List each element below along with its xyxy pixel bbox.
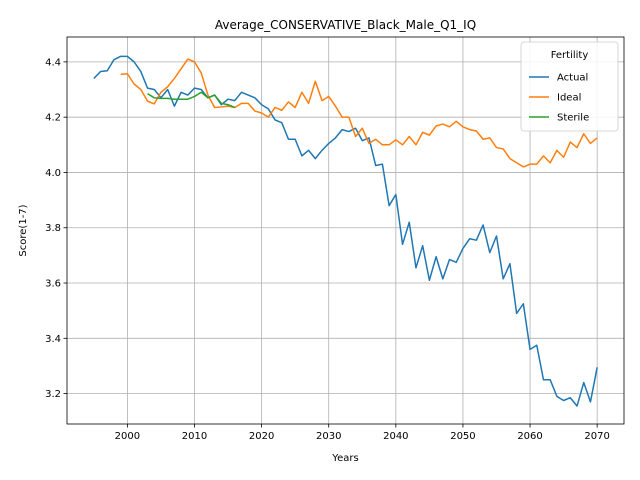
x-tick-label: 2060 (517, 431, 542, 442)
x-tick-label: 2030 (316, 431, 341, 442)
legend-label-ideal: Ideal (557, 93, 581, 104)
y-tick-label: 4.2 (45, 113, 61, 124)
x-tick-label: 2050 (450, 431, 475, 442)
y-tick-label: 3.4 (45, 334, 61, 345)
y-tick-label: 3.2 (45, 389, 61, 400)
legend-label-actual: Actual (557, 73, 588, 84)
x-tick-label: 2010 (182, 431, 207, 442)
y-tick-label: 4.0 (45, 168, 61, 179)
chart-title: Average_CONSERVATIVE_Black_Male_Q1_IQ (215, 18, 476, 32)
legend: Fertility Actual Ideal Sterile (521, 42, 618, 131)
y-tick-label: 3.8 (45, 223, 61, 234)
x-tick-label: 2070 (584, 431, 609, 442)
y-tick-label: 4.4 (45, 57, 61, 68)
y-axis-title: Score(1-7) (18, 204, 29, 256)
x-tick-label: 2000 (115, 431, 140, 442)
x-axis-title: Years (331, 453, 358, 464)
legend-label-sterile: Sterile (557, 113, 589, 124)
x-tick-label: 2020 (249, 431, 274, 442)
y-tick-label: 3.6 (45, 279, 61, 290)
legend-title: Fertility (551, 50, 589, 61)
x-tick-label: 2040 (383, 431, 408, 442)
